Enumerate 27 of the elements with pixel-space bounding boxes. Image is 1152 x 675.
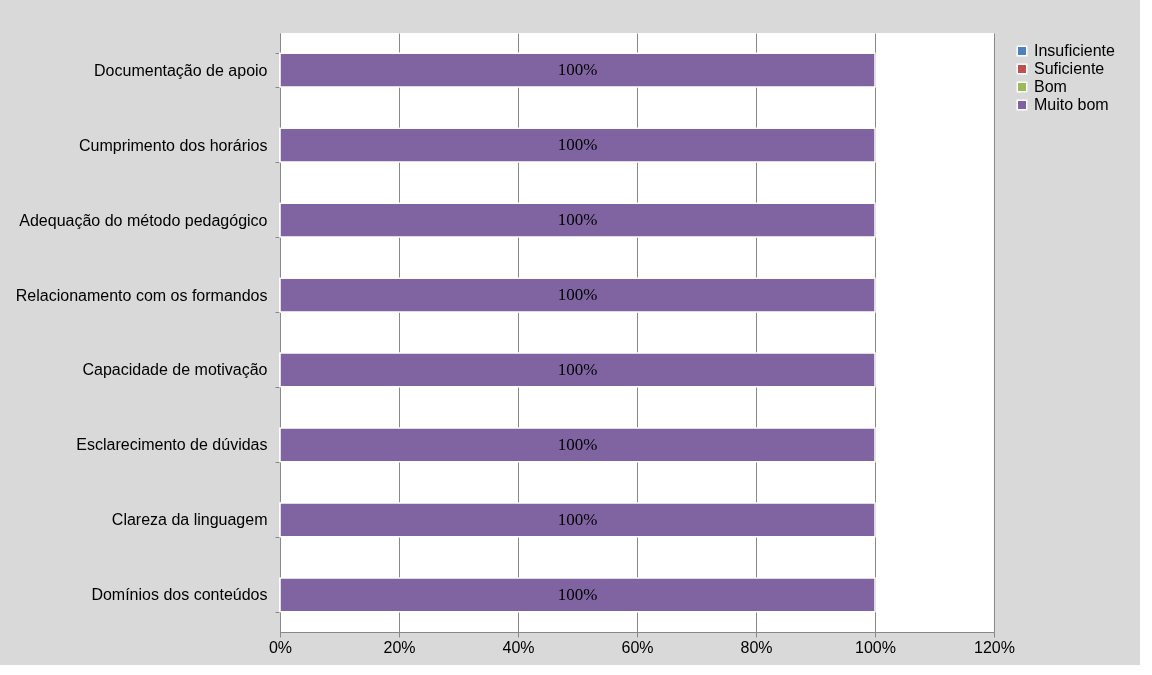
- data-label: 100%: [557, 60, 598, 80]
- data-label: 100%: [557, 210, 598, 230]
- legend-label: Bom: [1034, 78, 1067, 95]
- x-tick-label: 0%: [268, 638, 293, 656]
- data-label: 100%: [557, 584, 598, 604]
- legend-label: Muito bom: [1034, 96, 1109, 113]
- data-label: 100%: [557, 509, 598, 529]
- y-tick-label: Domínios dos conteúdos: [91, 586, 268, 604]
- x-tick-label: 120%: [974, 638, 1015, 656]
- legend-label: Insuficiente: [1034, 42, 1116, 59]
- y-tick-label: Documentação de apoio: [94, 61, 268, 79]
- x-tick-label: 20%: [383, 638, 416, 656]
- y-tick-label: Cumprimento dos horários: [78, 136, 268, 154]
- data-label: 100%: [557, 359, 598, 379]
- data-label: 100%: [557, 434, 598, 454]
- y-tick-label: Clareza da linguagem: [111, 511, 268, 529]
- y-tick-label: Relacionamento com os formandos: [15, 286, 268, 304]
- data-label: 100%: [557, 135, 598, 155]
- y-tick-label: Capacidade de motivação: [82, 361, 268, 379]
- y-tick-label: Adequação do método pedagógico: [19, 211, 268, 229]
- y-tick-label: Esclarecimento de dúvidas: [76, 436, 268, 454]
- legend-label: Suficiente: [1034, 60, 1105, 77]
- data-label: 100%: [557, 285, 598, 305]
- x-tick-label: 100%: [855, 638, 896, 656]
- x-tick-label: 80%: [740, 638, 773, 656]
- x-tick-label: 40%: [502, 638, 535, 656]
- x-tick-label: 60%: [621, 638, 654, 656]
